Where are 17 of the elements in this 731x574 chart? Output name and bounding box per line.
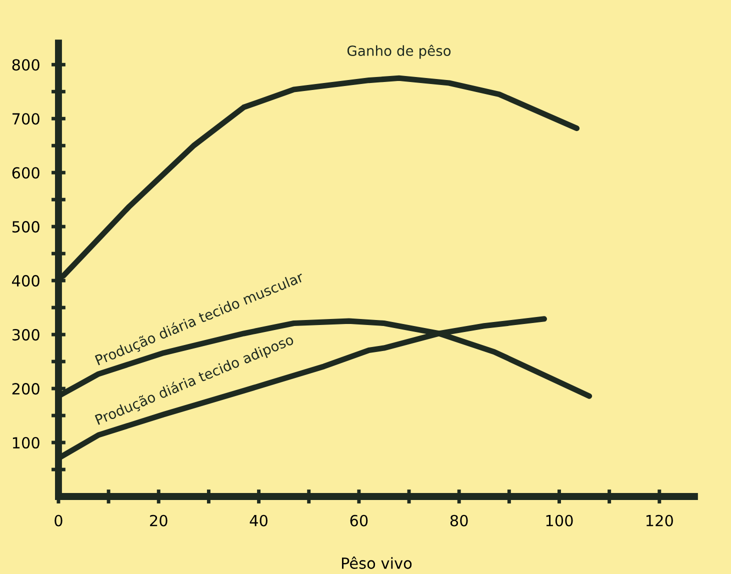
y-tick-label: 700 <box>12 113 40 125</box>
y-tick-label: 500 <box>12 221 40 233</box>
y-tick-label: 300 <box>12 329 40 341</box>
x-tick-label: 20 <box>150 514 168 526</box>
y-tick-label: 600 <box>12 167 40 179</box>
series-label: Ganho de pêso <box>347 44 451 59</box>
y-tick-label: 800 <box>12 59 40 71</box>
y-tick-label: 200 <box>12 383 40 395</box>
x-tick-label: 0 <box>54 514 62 526</box>
x-tick-label: 120 <box>646 514 673 526</box>
x-tick-label: 60 <box>350 514 368 526</box>
y-tick-label: 400 <box>12 275 40 287</box>
y-tick-label: 100 <box>12 436 40 449</box>
x-tick-label: 100 <box>546 514 573 526</box>
x-tick-label: 80 <box>450 514 468 526</box>
x-tick-label: 40 <box>250 514 268 526</box>
x-axis-title: Pêso vivo <box>342 556 412 569</box>
